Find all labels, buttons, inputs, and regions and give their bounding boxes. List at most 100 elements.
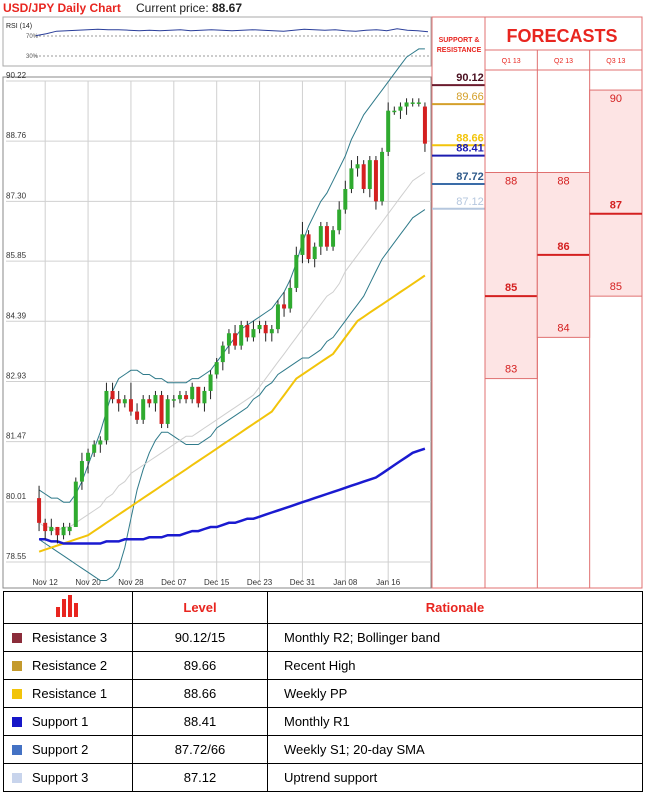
candle-body-down <box>128 399 133 412</box>
candle <box>104 382 109 445</box>
candle-body-up <box>202 390 207 404</box>
candle <box>147 395 152 408</box>
rationale-cell: Uptrend support <box>267 763 643 792</box>
candle-body-down <box>196 386 201 404</box>
candle-body-up <box>73 481 78 527</box>
candle-body-up <box>331 230 336 247</box>
chart-title: USD/JPY Daily Chart <box>3 1 121 15</box>
candle <box>245 320 250 342</box>
y-tick-label: 90.22 <box>6 71 27 80</box>
bollinger-upper-line <box>38 48 425 503</box>
level-name: Support 3 <box>32 770 89 785</box>
levels-panel <box>431 16 486 589</box>
candle <box>312 242 317 268</box>
level-value: 88.66 <box>456 132 484 144</box>
candle-body-up <box>392 110 397 113</box>
candle-body-down <box>422 106 427 144</box>
rationale-cell: Monthly R1 <box>267 707 643 736</box>
level-value: 87.12 <box>456 196 484 208</box>
candle-body-up <box>288 287 293 309</box>
y-tick-label: 87.30 <box>6 191 27 200</box>
candle <box>263 320 268 342</box>
level-value: 90.12 <box>456 72 484 84</box>
candle <box>165 395 170 429</box>
x-tick-label: Nov 12 <box>33 578 59 587</box>
candle-body-down <box>43 522 48 532</box>
candle <box>128 382 133 416</box>
forecast-high: 88 <box>505 176 517 188</box>
candle <box>294 246 299 293</box>
candle <box>422 102 427 152</box>
level-name-cell: Support 3 <box>3 763 133 792</box>
candle-body-down <box>147 399 152 404</box>
candle <box>202 386 207 412</box>
candle <box>37 485 42 532</box>
level-value-cell: 89.66 <box>132 651 268 680</box>
candle <box>98 436 103 453</box>
candle <box>184 390 189 404</box>
forecast-range-bar <box>589 89 643 297</box>
table-row: Support 1 88.41 Monthly R1 <box>3 707 643 736</box>
y-tick-label: 85.85 <box>6 251 27 260</box>
x-tick-label: Dec 07 <box>161 578 187 587</box>
level-name: Support 1 <box>32 714 89 729</box>
level-value: 88.41 <box>456 143 484 155</box>
candle <box>306 230 311 264</box>
y-tick-label: 82.93 <box>6 371 27 380</box>
candle <box>220 341 225 371</box>
rationale-column-header: Rationale <box>267 591 643 624</box>
candle-body-up <box>404 102 409 107</box>
candle <box>159 390 164 429</box>
candle-body-up <box>122 399 127 404</box>
table-row: Support 3 87.12 Uptrend support <box>3 763 643 792</box>
candle <box>86 448 91 474</box>
candle <box>288 279 293 313</box>
candle <box>318 221 323 255</box>
candle <box>300 221 305 264</box>
candle <box>392 106 397 115</box>
color-swatch <box>12 689 22 699</box>
candle <box>386 102 391 157</box>
level-value-cell: 88.66 <box>132 679 268 708</box>
level-name: Support 2 <box>32 742 89 757</box>
forecasts-title: FORECASTS <box>506 26 617 46</box>
rsi-panel <box>2 16 432 67</box>
bar-chart-icon <box>56 595 78 617</box>
candle <box>257 320 262 334</box>
candle-body-up <box>300 234 305 255</box>
candle-body-up <box>410 102 415 104</box>
rationale-cell: Recent High <box>267 651 643 680</box>
candle-body-up <box>269 329 274 334</box>
level-name-cell: Resistance 3 <box>3 623 133 652</box>
candle-body-up <box>367 160 372 189</box>
candle <box>177 390 182 404</box>
candle <box>79 452 84 490</box>
candle-body-up <box>190 386 195 400</box>
level-value: 89.66 <box>456 91 484 103</box>
candle <box>416 98 421 107</box>
rationale-cell: Weekly S1; 20-day SMA <box>267 735 643 764</box>
candle-body-up <box>294 254 299 288</box>
candle <box>196 386 201 408</box>
candle <box>343 180 348 214</box>
candle <box>49 518 54 536</box>
candle-body-up <box>239 325 244 346</box>
candle <box>214 357 219 379</box>
x-tick-label: Dec 23 <box>247 578 273 587</box>
table-row: Resistance 1 88.66 Weekly PP <box>3 679 643 708</box>
candle-body-up <box>386 110 391 152</box>
candle <box>110 382 115 404</box>
candle <box>141 395 146 424</box>
candle <box>208 370 213 400</box>
candle-body-up <box>92 444 97 453</box>
candle <box>282 292 287 317</box>
levels-table: Level Rationale Resistance 3 90.12/15 Mont… <box>3 591 643 792</box>
forecast-high: 90 <box>610 93 622 105</box>
level-name-cell: Support 2 <box>3 735 133 764</box>
candle-body-down <box>373 160 378 202</box>
candle <box>61 522 66 540</box>
rsi-70-label: 70% <box>26 34 39 40</box>
candle <box>251 320 256 342</box>
level-value-cell: 87.12 <box>132 763 268 792</box>
x-tick-label: Dec 31 <box>290 578 316 587</box>
